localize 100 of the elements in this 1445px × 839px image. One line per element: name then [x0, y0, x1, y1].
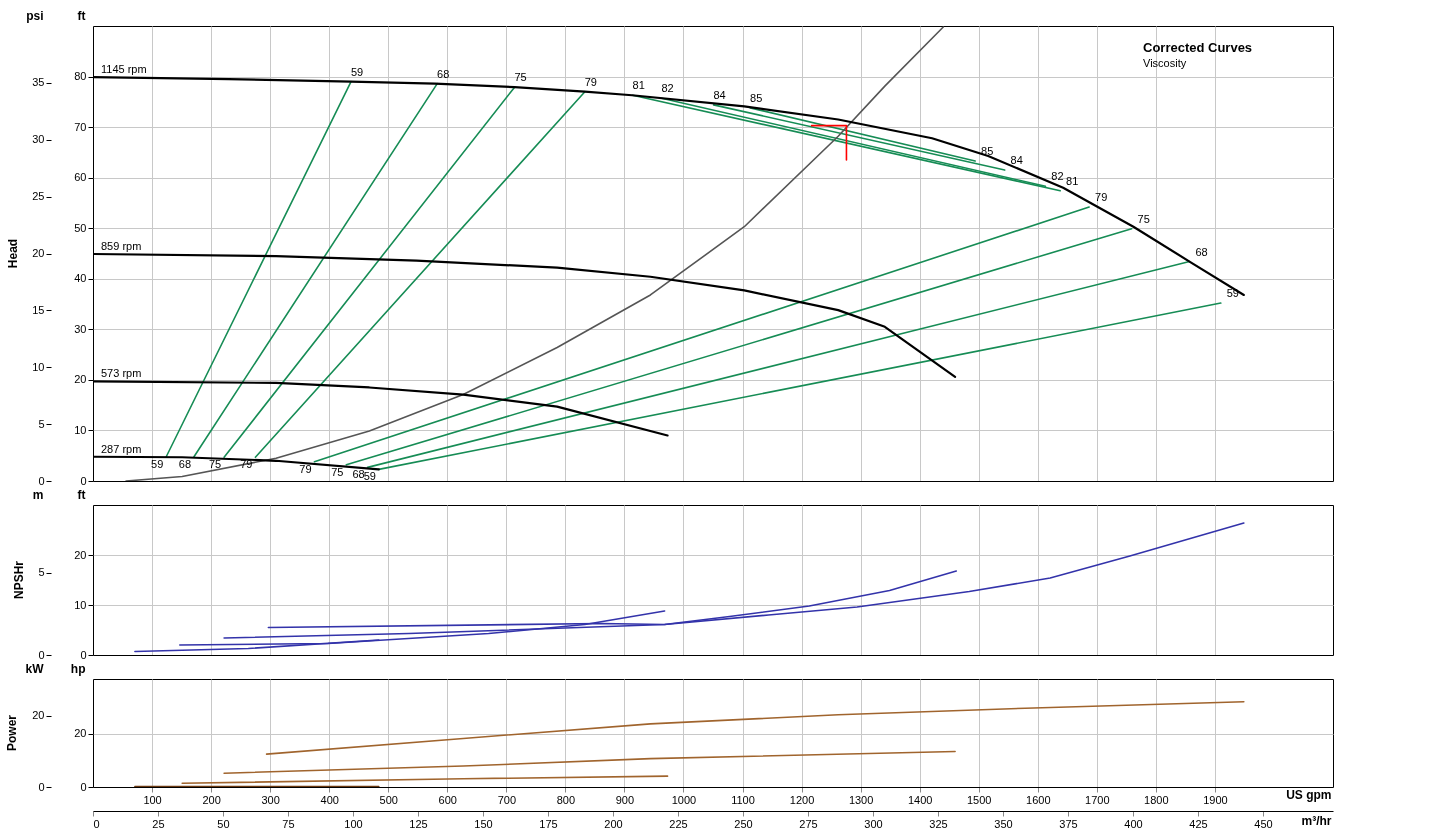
annotation: 75 [514, 71, 527, 84]
y2-tick-label: 10 [32, 360, 45, 373]
y2-tick-label: 20 [32, 247, 45, 259]
y-tick-label: 0 [80, 474, 87, 487]
x-tick-label: 1100 [731, 793, 755, 806]
x-tick-label: 1900 [1203, 793, 1228, 806]
x-axis-title: US gpm [1286, 787, 1332, 802]
x-tick-label: 1400 [907, 793, 933, 806]
annotation: 75 [1137, 212, 1150, 225]
x2-tick-label: 150 [474, 817, 493, 830]
series-label: 1145 rpm [101, 63, 147, 76]
y-tick-label: 20 [74, 727, 87, 740]
y2-tick-label: 35 [32, 76, 45, 89]
annotation: 79 [584, 75, 597, 88]
series-label: 859 rpm [101, 240, 142, 253]
annotation: 79 [1095, 190, 1108, 203]
annotation: 68 [437, 67, 450, 80]
x2-tick-label: 0 [93, 817, 100, 830]
text: NPSHr [12, 560, 27, 600]
y2-tick-label: 5 [38, 417, 45, 430]
annotation: 68 [1195, 245, 1208, 258]
x2-tick-label: 75 [282, 817, 295, 830]
x-tick-label: 1500 [966, 793, 992, 806]
x2-tick-label: 350 [994, 817, 1013, 830]
x-tick-label: 700 [497, 793, 517, 806]
x-tick-label: 1200 [789, 793, 815, 806]
y-tick-label: 40 [74, 272, 87, 285]
annotation: 82 [661, 82, 674, 95]
y2-tick-label: 5 [38, 566, 45, 579]
annotation: 68 [352, 468, 365, 481]
x2-tick-label: 175 [539, 817, 558, 830]
y-tick-label: 20 [74, 548, 87, 561]
annotation: 59 [350, 65, 364, 78]
x-tick-label: 200 [202, 793, 221, 806]
y2-axis-title: kW [25, 661, 45, 676]
annotation: 79 [299, 462, 312, 475]
y2-tick-label: 0 [38, 648, 45, 661]
annotation: 59 [363, 470, 376, 483]
x-tick-label: 800 [556, 793, 576, 806]
text: Power [5, 714, 19, 752]
y-axis-title: ft [77, 8, 86, 23]
x-tick-label: 1600 [1026, 793, 1051, 806]
x-tick-label: 1700 [1085, 793, 1110, 806]
y2-tick-label: 25 [32, 190, 45, 203]
x-tick-label: 1000 [671, 793, 697, 806]
annotation: 84 [1010, 154, 1023, 167]
x-tick-label: 1300 [848, 793, 874, 806]
x-tick-label: 100 [143, 793, 162, 806]
annotation: 82 [1051, 170, 1064, 183]
annotation: 81 [632, 79, 645, 92]
y-axis-title: ft [77, 487, 86, 502]
x2-tick-label: 375 [1059, 817, 1078, 830]
series-label: 573 rpm [101, 367, 142, 380]
annotation: 81 [1066, 174, 1079, 187]
x2-tick-label: 425 [1189, 817, 1208, 830]
x2-tick-label: 275 [799, 817, 818, 830]
y2-tick-label: 0 [38, 780, 45, 793]
x2-tick-label: 300 [864, 817, 883, 830]
x-tick-label: 600 [438, 793, 457, 806]
y-tick-label: 10 [74, 598, 87, 611]
y-tick-label: 0 [80, 780, 87, 793]
x2-tick-label: 225 [669, 817, 688, 830]
annotation: 75 [208, 458, 222, 471]
x-tick-label: 1800 [1144, 793, 1169, 806]
y2-tick-label: 20 [32, 709, 45, 722]
series-label: 287 rpm [101, 442, 142, 455]
y-tick-label: 60 [74, 171, 87, 184]
y2-tick-label: 0 [38, 474, 45, 487]
x-tick-label: 500 [379, 793, 398, 806]
y-tick-label: 30 [74, 322, 87, 335]
x2-axis-title: m³/hr [1301, 813, 1332, 828]
x2-tick-label: 50 [217, 817, 230, 830]
y2-tick-label: 15 [32, 303, 45, 316]
annotation: 84 [713, 88, 726, 101]
annotation: 59 [151, 457, 164, 470]
y-axis-title: hp [70, 661, 86, 676]
x2-tick-label: 250 [734, 817, 753, 830]
x2-tick-label: 125 [409, 817, 428, 830]
x2-tick-label: 325 [929, 817, 948, 830]
y-tick-label: 0 [80, 648, 87, 661]
annotation: 75 [331, 465, 344, 478]
y-tick-label: 70 [74, 120, 87, 133]
annotation: 68 [178, 457, 192, 470]
y2-axis-title: m [32, 487, 44, 502]
x-tick-label: 900 [615, 793, 635, 806]
x-tick-label: 300 [261, 793, 280, 806]
y-tick-label: 20 [74, 373, 87, 386]
x2-tick-label: 200 [604, 817, 623, 830]
y2-tick-label: 30 [32, 133, 45, 146]
x2-tick-label: 25 [152, 817, 165, 830]
x2-tick-label: 400 [1124, 817, 1143, 830]
y-tick-label: 80 [74, 70, 87, 83]
y-tick-label: 10 [74, 423, 87, 436]
y-tick-label: 50 [74, 221, 87, 234]
annotation: Corrected Curves [1143, 40, 1253, 55]
annotation: 85 [750, 91, 763, 104]
x2-tick-label: 100 [344, 817, 363, 830]
annotation: Viscosity [1143, 57, 1187, 69]
x-tick-label: 400 [320, 793, 339, 806]
y2-axis-title: psi [26, 8, 44, 23]
